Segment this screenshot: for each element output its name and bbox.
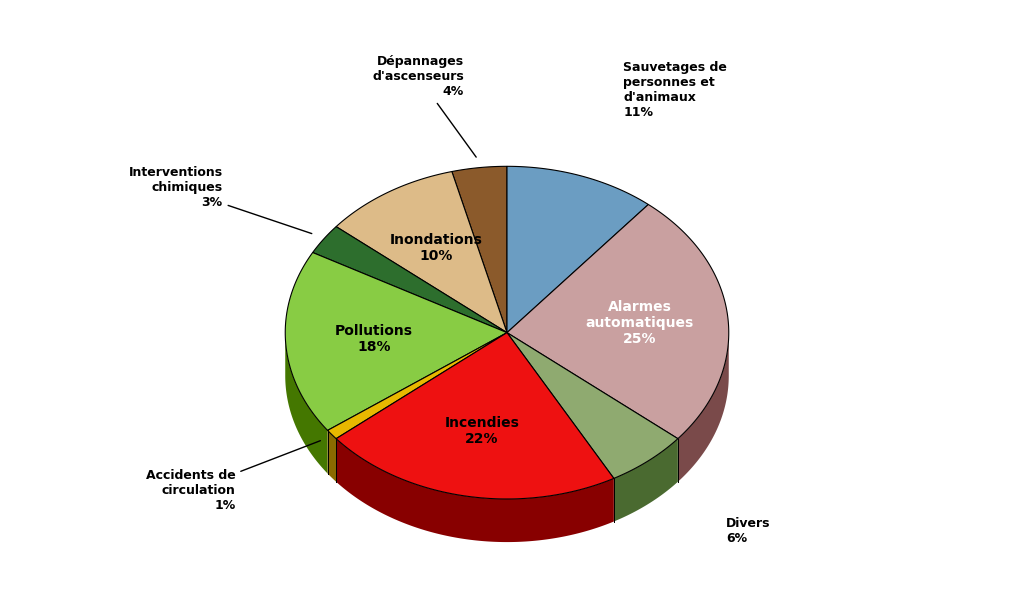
Polygon shape (613, 439, 678, 522)
Text: Accidents de
circulation
1%: Accidents de circulation 1% (146, 440, 320, 512)
Text: Alarmes
automatiques
25%: Alarmes automatiques 25% (585, 300, 694, 346)
Text: Pollutions
18%: Pollutions 18% (336, 324, 414, 354)
Polygon shape (507, 166, 648, 333)
Polygon shape (678, 332, 729, 482)
Polygon shape (452, 166, 507, 333)
Polygon shape (336, 171, 507, 333)
Polygon shape (507, 333, 678, 479)
Polygon shape (328, 333, 507, 439)
Text: Dépannages
d'ascenseurs
4%: Dépannages d'ascenseurs 4% (372, 55, 477, 157)
Polygon shape (285, 331, 328, 474)
Text: Incendies
22%: Incendies 22% (444, 416, 519, 446)
Text: Inondations
10%: Inondations 10% (389, 233, 482, 264)
Polygon shape (336, 333, 613, 499)
Polygon shape (285, 253, 507, 431)
Polygon shape (328, 431, 336, 482)
Text: Divers
6%: Divers 6% (726, 517, 771, 545)
Polygon shape (507, 205, 729, 439)
Polygon shape (336, 439, 613, 542)
Polygon shape (312, 227, 507, 333)
Text: Sauvetages de
personnes et
d'animaux
11%: Sauvetages de personnes et d'animaux 11% (624, 61, 727, 119)
Text: Interventions
chimiques
3%: Interventions chimiques 3% (129, 166, 311, 233)
